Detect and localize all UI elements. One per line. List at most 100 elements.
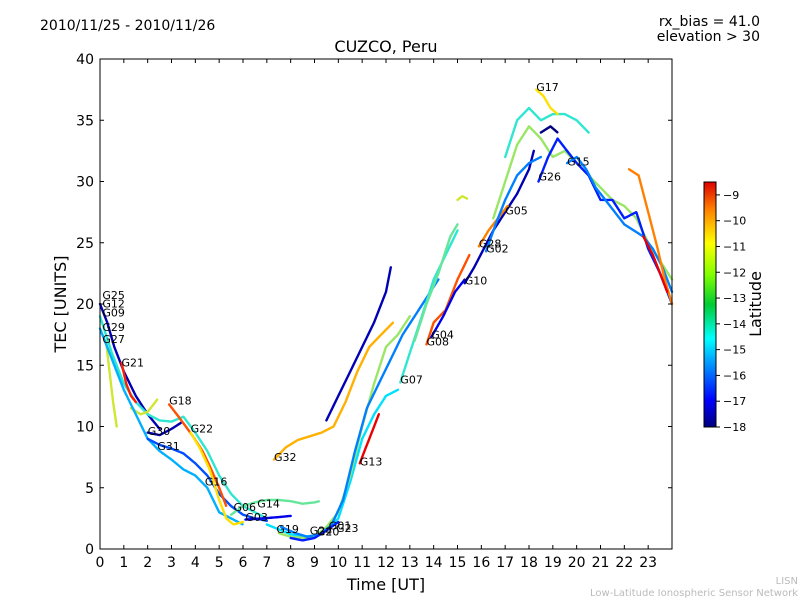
x-tick-label: 16 <box>472 555 490 571</box>
x-tick-label: 18 <box>520 555 538 571</box>
chart-title: CUZCO, Peru <box>334 37 438 56</box>
colorbar: −9 −10 −11 −12 −13 −14 −15 −16 −17 −18 Latitude <box>703 181 765 434</box>
colorbar-tick-label: −13 <box>723 292 746 305</box>
tec-series-28 <box>504 106 590 159</box>
x-tick-label: 20 <box>568 555 586 571</box>
x-tick-label: 21 <box>592 555 610 571</box>
tec-series-3 <box>129 398 159 416</box>
x-tick-label: 11 <box>353 555 371 571</box>
x-axis-label: Time [UT] <box>346 575 425 594</box>
satellite-label-g17: G17 <box>536 81 559 94</box>
satellite-label-g18: G18 <box>169 394 192 407</box>
x-tick-label: 3 <box>167 555 176 571</box>
x-tick-label: 14 <box>425 555 443 571</box>
footer-lisn: LISN <box>775 576 798 587</box>
tec-series-24 <box>463 149 535 285</box>
colorbar-tick-label: −10 <box>723 215 746 228</box>
satellite-label-g27: G27 <box>102 333 125 346</box>
x-axis: 0 1 2 3 4 5 6 7 8 9 10 11 12 13 14 15 16 17 18 19 20 21 22 23 <box>96 59 657 571</box>
rx-bias-text: rx_bias = 41.0 <box>658 14 760 30</box>
x-tick-label: 5 <box>215 555 224 571</box>
tec-series-11 <box>244 514 292 521</box>
tec-series-5 <box>120 361 137 404</box>
y-tick-label: 35 <box>76 113 94 129</box>
satellite-label-g09: G09 <box>102 306 125 319</box>
x-tick-label: 19 <box>544 555 562 571</box>
satellite-label-g21: G21 <box>122 357 145 370</box>
colorbar-tick-label: −12 <box>723 266 746 279</box>
colorbar-tick-label: −11 <box>723 240 746 253</box>
colorbar-tick-label: −18 <box>723 421 746 434</box>
tec-series-33 <box>627 168 674 306</box>
x-tick-label: 0 <box>96 555 105 571</box>
y-axis: 0 5 10 15 20 25 30 35 40 <box>76 52 672 558</box>
plot-frame <box>99 58 673 550</box>
x-tick-label: 12 <box>377 555 395 571</box>
satellite-label-g28: G28 <box>479 238 502 251</box>
date-range: 2010/11/25 - 2010/11/26 <box>40 18 216 34</box>
tec-series-20 <box>456 195 469 202</box>
tec-series-13 <box>277 315 411 540</box>
colorbar-tick-label: −15 <box>723 344 746 357</box>
y-tick-label: 40 <box>76 52 94 68</box>
x-tick-label: 13 <box>401 555 419 571</box>
satellite-label-g30: G30 <box>148 425 171 438</box>
satellite-label-g29: G29 <box>102 321 125 334</box>
colorbar-tick-label: −16 <box>723 369 746 382</box>
x-tick-label: 4 <box>191 555 200 571</box>
satellite-label-g14: G14 <box>257 497 280 510</box>
tec-series-14 <box>279 278 440 538</box>
tec-series-29 <box>535 88 559 116</box>
colorbar-label: Latitude <box>746 271 765 337</box>
satellite-label-g16: G16 <box>205 475 228 488</box>
tec-series-4 <box>98 327 245 526</box>
y-tick-label: 15 <box>76 358 94 374</box>
satellite-label-g04: G04 <box>431 328 454 341</box>
tec-series-16 <box>272 321 395 461</box>
satellite-label-g10: G10 <box>465 274 488 287</box>
tec-series-23 <box>430 278 466 339</box>
x-tick-label: 2 <box>143 555 152 571</box>
tec-series-17 <box>325 266 392 422</box>
tec-series-6 <box>146 437 268 522</box>
x-tick-label: 23 <box>639 555 657 571</box>
satellite-label-g26: G26 <box>539 170 562 183</box>
y-tick-label: 30 <box>76 175 94 191</box>
x-tick-label: 17 <box>496 555 514 571</box>
tec-series-34 <box>642 235 669 293</box>
tec-series-32 <box>565 155 674 293</box>
satellite-label-g24: G24 <box>310 524 333 537</box>
tec-series-21 <box>413 223 459 342</box>
satellite-label-g23: G23 <box>336 522 359 535</box>
colorbar-tick-label: −14 <box>723 318 746 331</box>
colorbar-gradient <box>703 181 717 428</box>
x-tick-label: 22 <box>615 555 633 571</box>
colorbar-tick-label: −17 <box>723 395 746 408</box>
satellite-label-g01: G01 <box>329 519 352 532</box>
satellite-label-g03: G03 <box>245 511 268 524</box>
tec-series-25 <box>477 204 509 248</box>
y-tick-label: 10 <box>76 420 94 436</box>
satellite-label-g05: G05 <box>505 205 528 218</box>
tec-series-2 <box>98 315 268 520</box>
x-tick-label: 6 <box>239 555 248 571</box>
tec-series-7 <box>146 421 183 437</box>
y-tick-label: 5 <box>85 481 94 497</box>
x-tick-label: 7 <box>262 555 271 571</box>
y-tick-label: 0 <box>85 542 94 558</box>
colorbar-tick-label: −9 <box>723 189 739 202</box>
satellite-label-g06: G06 <box>234 501 257 514</box>
satellite-label-g32: G32 <box>274 451 297 464</box>
satellite-label-g19: G19 <box>276 523 299 536</box>
satellite-label-g12: G12 <box>102 298 125 311</box>
tec-series-30 <box>537 137 674 306</box>
satellite-label-g22: G22 <box>191 423 214 436</box>
data-series <box>98 88 674 542</box>
y-tick-label: 25 <box>76 236 94 252</box>
satellite-label-g08: G08 <box>427 336 450 349</box>
tec-series-31 <box>539 125 559 134</box>
satellite-label-g25: G25 <box>102 289 125 302</box>
x-tick-label: 15 <box>449 555 467 571</box>
